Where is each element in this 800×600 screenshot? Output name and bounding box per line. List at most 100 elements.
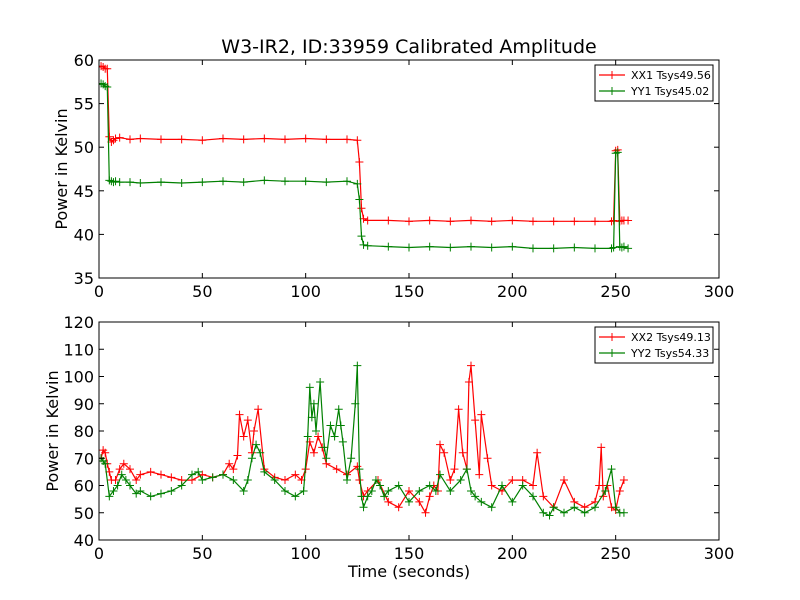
series-1-point	[132, 476, 141, 485]
series-1-point	[281, 476, 289, 485]
series-1-point	[254, 405, 263, 414]
series-2-point	[239, 486, 248, 495]
series-1-point	[394, 503, 403, 512]
series-2-point	[498, 481, 506, 490]
plot-area	[99, 361, 628, 520]
x-tick-label: 300	[704, 282, 735, 301]
series-2-point	[312, 427, 320, 435]
series-1-point	[281, 135, 289, 144]
series-1-point	[446, 476, 455, 485]
series-1-point	[243, 416, 252, 425]
series-2-point	[126, 178, 134, 187]
series-1-point	[126, 135, 134, 144]
series-1-point	[454, 405, 463, 414]
series-1-point	[167, 473, 176, 482]
series-1-point	[353, 136, 362, 145]
series-2-point	[322, 454, 331, 463]
y-tick-label: 80	[74, 422, 94, 441]
bottom-axes: 0 50 100 150 200 250 300 40 50 60 70 80 90 100 110 120 P…	[43, 313, 734, 581]
series-1-point	[570, 217, 579, 226]
series-1-point	[115, 465, 124, 474]
series-1-point	[508, 216, 517, 225]
x-tick-label: 150	[394, 282, 425, 301]
series-2-point	[601, 486, 610, 495]
series-1-point	[508, 476, 517, 485]
series-1-point	[235, 410, 244, 419]
series-2-point	[580, 508, 589, 517]
series-2-point	[607, 244, 616, 253]
series-2-point	[270, 476, 279, 485]
series-2-point	[607, 465, 616, 474]
legend-box	[594, 64, 714, 102]
series-1-point	[109, 136, 118, 145]
series-2-line	[100, 365, 624, 517]
legend-label: XX1 Tsys49.56	[631, 69, 711, 82]
y-tick-label: 90	[74, 395, 94, 414]
series-1-point	[405, 486, 413, 495]
series-1-point	[483, 454, 492, 463]
series-1-point	[322, 135, 331, 144]
y-tick-label: 110	[63, 340, 94, 359]
series-2-point	[591, 244, 599, 253]
series-1-point	[440, 448, 449, 457]
x-axis-label: Time (seconds)	[347, 562, 470, 581]
series-2-point	[260, 176, 269, 185]
series-1-point	[597, 443, 606, 452]
series-2-point	[560, 508, 568, 517]
series-2-point	[208, 473, 217, 482]
series-1-point	[421, 508, 430, 517]
series-1-point	[177, 135, 186, 144]
legend: XX1 Tsys49.56 YY1 Tsys45.02	[594, 64, 714, 102]
series-1-point	[539, 492, 548, 501]
series-1-point	[595, 481, 604, 490]
series-1-point	[229, 465, 238, 474]
series-1-point	[157, 470, 165, 479]
series-2-point	[307, 413, 316, 422]
series-2-point	[146, 492, 155, 501]
legend-label: YY2 Tsys54.33	[630, 347, 709, 360]
series-2-point	[355, 465, 364, 474]
series-2-point	[518, 481, 527, 490]
series-2-point	[105, 492, 114, 501]
series-2-point	[115, 178, 124, 187]
x-tick-label: 0	[94, 544, 104, 563]
series-1-point	[332, 465, 341, 474]
series-2-point	[591, 503, 599, 512]
series-2-point	[347, 454, 356, 463]
y-tick-label: 70	[74, 449, 94, 468]
series-1-point	[529, 217, 537, 226]
series-2-point	[624, 244, 633, 253]
series-2-point	[508, 497, 517, 506]
series-1-point	[475, 470, 484, 479]
series-2-point	[167, 486, 176, 495]
series-2-point	[359, 503, 368, 512]
series-1-point	[301, 134, 310, 143]
series-2-point	[436, 470, 444, 479]
series-1-point	[309, 448, 318, 457]
series-1-point	[355, 158, 364, 167]
series-2-point	[405, 497, 413, 506]
series-2-point	[291, 492, 300, 501]
series-1-point	[157, 135, 165, 144]
series-2-point	[415, 486, 424, 495]
series-2-point	[336, 421, 345, 430]
series-1-point	[225, 459, 234, 468]
series-2-point	[136, 178, 145, 187]
series-2-point	[177, 481, 186, 490]
series-2-point	[177, 178, 186, 187]
series-1-point	[115, 133, 124, 142]
series-2-point	[299, 486, 308, 495]
series-2-point	[367, 486, 376, 495]
series-2-point	[477, 497, 486, 506]
series-2-point	[384, 242, 393, 251]
series-2-point	[101, 82, 110, 91]
series-2-point	[320, 443, 329, 452]
series-1-point	[446, 217, 455, 226]
series-2-point	[446, 486, 455, 495]
series-2-point	[188, 470, 196, 479]
series-2-point	[508, 242, 517, 251]
series-2-point	[99, 80, 108, 89]
series-2-point	[252, 440, 261, 449]
series-1-point	[314, 432, 323, 441]
series-2-point	[355, 195, 364, 204]
